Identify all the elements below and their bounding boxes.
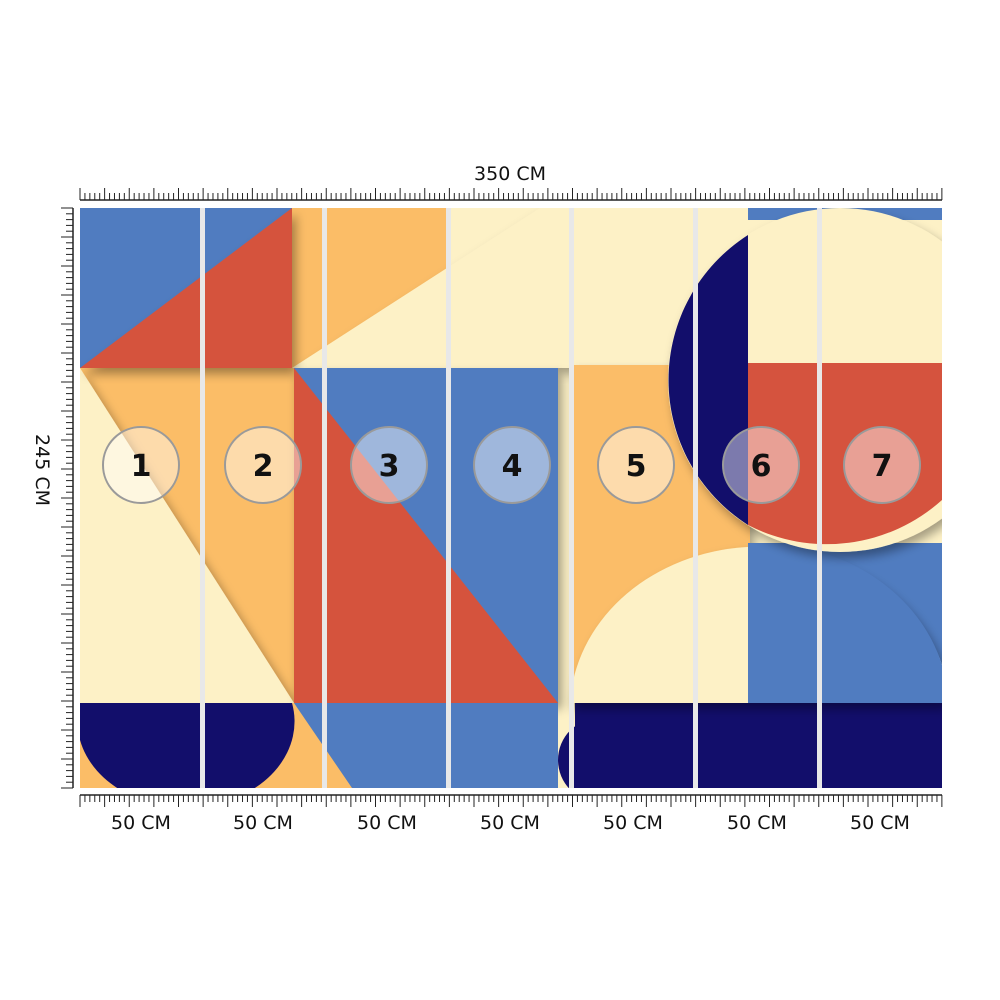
blue-bottom-block [294,703,558,788]
navy-circle-segment [668,235,748,525]
panel-width-label-7: 50 CM [850,812,910,834]
seam-1 [200,208,205,788]
panel-number-4: 4 [502,449,523,484]
bottom-ruler [79,794,943,807]
panel-number-3: 3 [379,449,400,484]
seam-2 [322,208,327,788]
panel-badge-6: 6 [722,426,800,504]
seam-5 [693,208,698,788]
seam-3 [446,208,451,788]
wallpaper-artwork [80,208,942,788]
panel-badge-4: 4 [473,426,551,504]
panel-width-label-5: 50 CM [603,812,663,834]
panel-width-label-2: 50 CM [233,812,293,834]
left-ruler [61,207,74,789]
navy-bottom-right-block [575,703,942,788]
navy-half-circle [80,703,295,788]
blue-center-triangle [294,368,558,703]
top-ruler [79,188,943,201]
panel-badges: 1 2 3 4 5 6 7 [102,426,921,504]
panel-badge-7: 7 [843,426,921,504]
total-width-label: 350 CM [474,163,546,185]
panel-number-5: 5 [626,449,647,484]
panel-width-label-4: 50 CM [480,812,540,834]
cream-left-triangle [80,368,294,703]
seam-4 [569,208,574,788]
panel-number-1: 1 [131,449,152,484]
panel-badge-1: 1 [102,426,180,504]
panel-badge-3: 3 [350,426,428,504]
red-top-triangle [80,208,292,368]
total-height-label: 245 CM [31,434,53,506]
panel-width-label-6: 50 CM [727,812,787,834]
panel-width-labels: 50 CM 50 CM 50 CM 50 CM 50 CM 50 CM 50 C… [111,812,910,834]
panel-badge-5: 5 [597,426,675,504]
panel-number-2: 2 [253,449,274,484]
panel-width-label-1: 50 CM [111,812,171,834]
panel-badge-2: 2 [224,426,302,504]
panel-number-6: 6 [751,449,772,484]
panel-seams [200,208,822,788]
seam-6 [817,208,822,788]
panel-width-label-3: 50 CM [357,812,417,834]
panel-number-7: 7 [872,449,893,484]
blue-quarter-circle [748,543,942,703]
